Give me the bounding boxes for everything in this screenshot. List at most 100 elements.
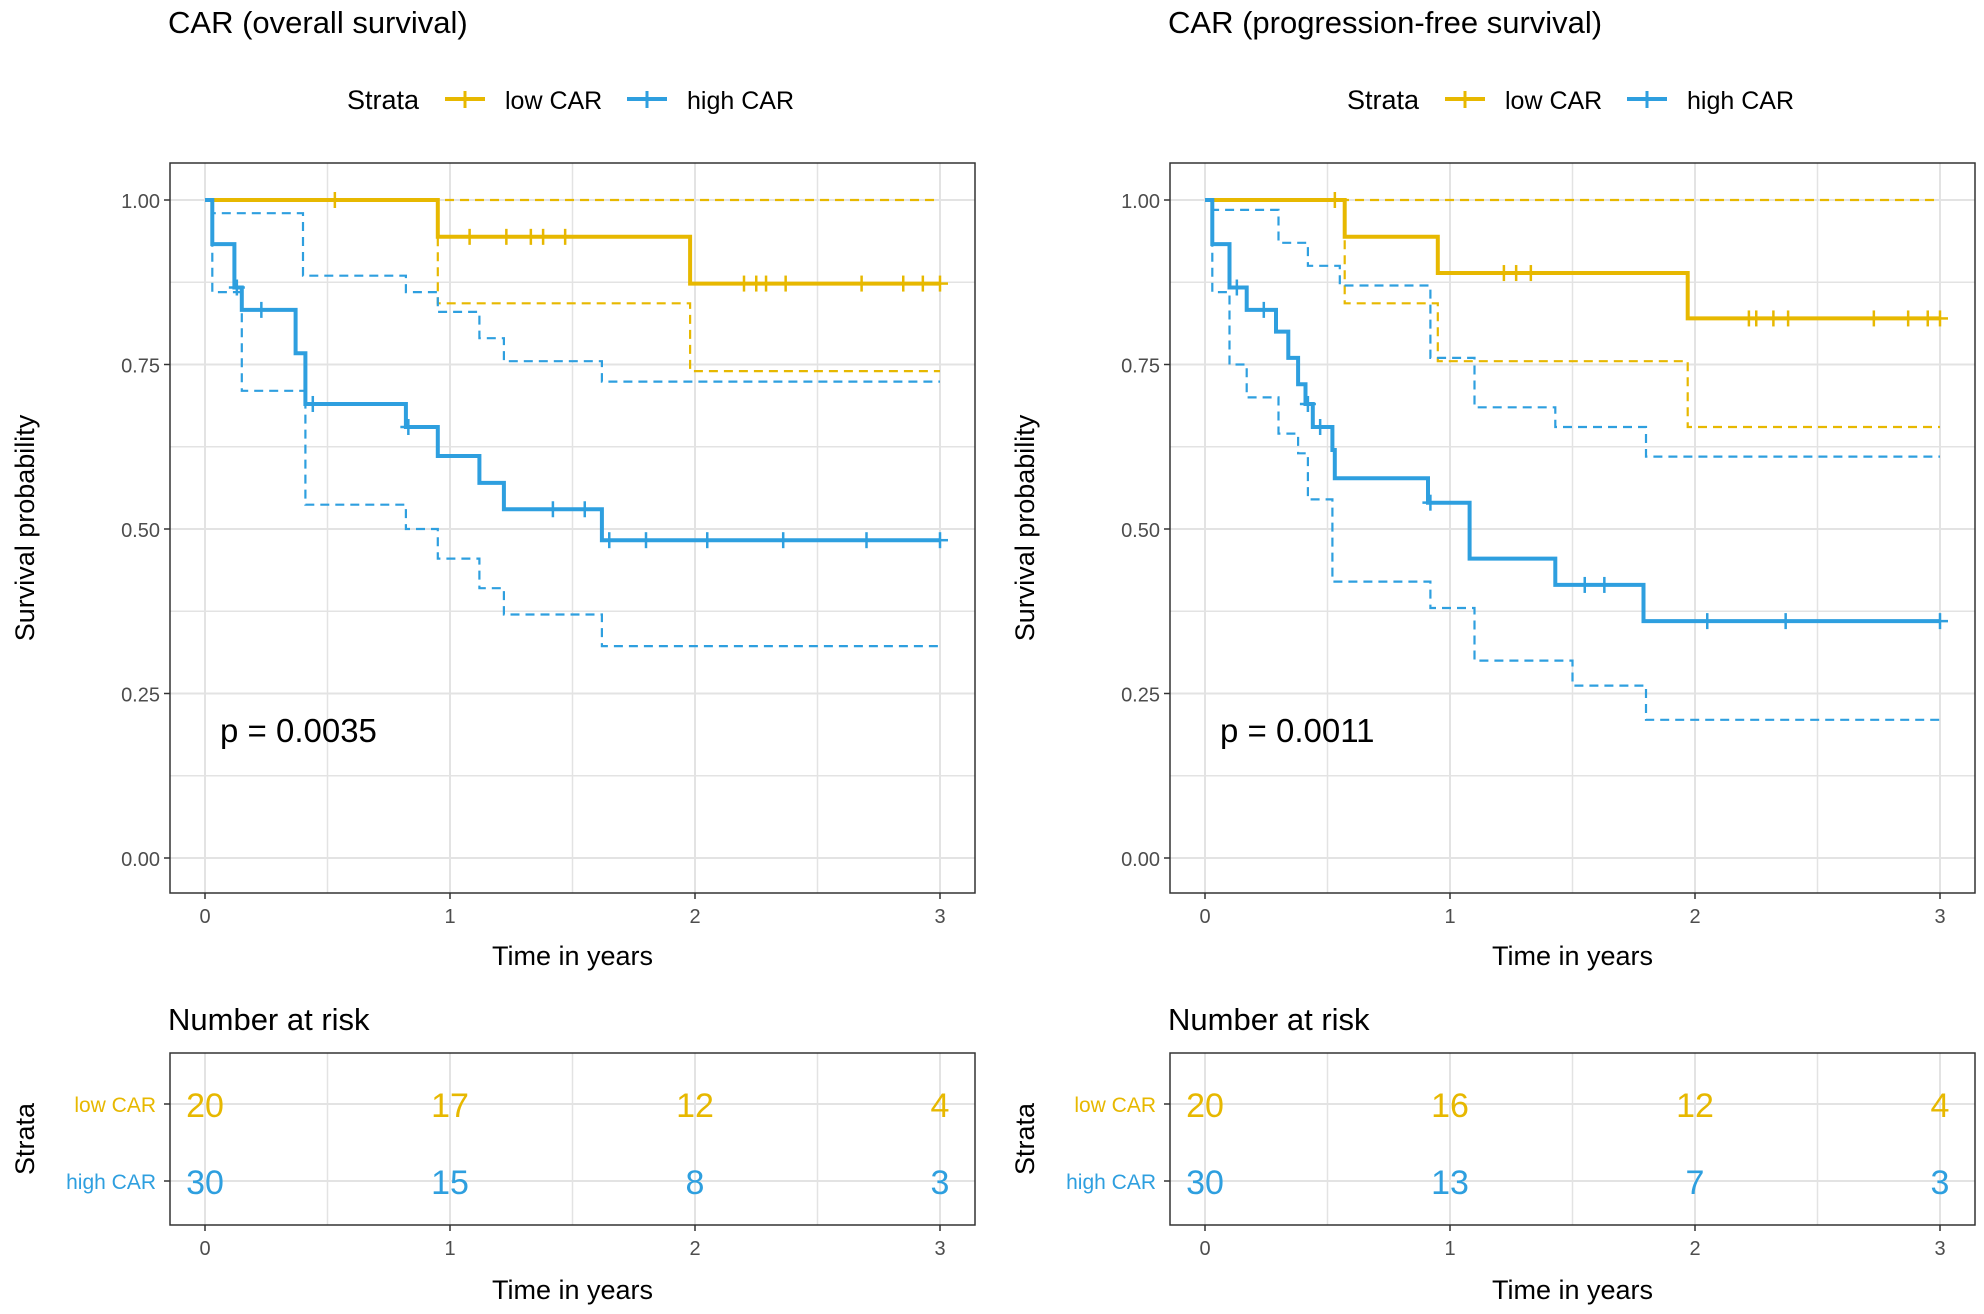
risk-gridlines — [1170, 1053, 1975, 1225]
censor-mark-high-car — [1255, 301, 1272, 318]
ci-lower-low-car — [205, 198, 940, 373]
censor-mark-low-car — [326, 192, 343, 208]
legend: Strata low CAR high CAR — [1347, 85, 1794, 115]
y-axis-title: Survival probability — [10, 414, 40, 641]
risk-count: 13 — [1431, 1164, 1469, 1202]
x-tick-label: 3 — [1934, 906, 1945, 928]
survival-curve-high-car — [205, 198, 940, 543]
censor-mark-high-car — [1596, 576, 1613, 593]
risk-table-title: Number at risk — [168, 1002, 370, 1037]
ci-lower-high-car — [1205, 198, 1940, 721]
censor-mark-high-car — [1699, 613, 1716, 630]
risk-count: 20 — [1186, 1087, 1224, 1125]
censor-mark-low-car — [1780, 310, 1797, 327]
risk-count: 16 — [1431, 1087, 1469, 1125]
risk-x-tick-label: 0 — [1199, 1238, 1210, 1260]
censor-mark-high-car — [253, 301, 270, 318]
censor-mark-low-car — [853, 275, 870, 292]
plot-border — [1169, 162, 1976, 894]
legend-title: Strata — [347, 85, 420, 115]
y-tick-label: 0.25 — [1121, 685, 1160, 707]
censor-mark-high-car — [544, 501, 561, 518]
x-tick-label: 0 — [199, 906, 210, 928]
x-tick-label: 2 — [1689, 906, 1700, 928]
risk-row-label: low CAR — [74, 1094, 156, 1117]
y-tick-label: 0.75 — [121, 356, 160, 378]
x-tick-label: 2 — [689, 906, 700, 928]
risk-count: 3 — [1931, 1164, 1950, 1202]
x-axis-title: Time in years — [1492, 941, 1653, 971]
chart-title: CAR (progression-free survival) — [1168, 5, 1602, 40]
legend-key-high-car — [627, 91, 667, 108]
y-tick-label: 0.75 — [1121, 356, 1160, 378]
survival-curve-low-car — [1205, 198, 1940, 321]
risk-gridlines — [170, 1053, 975, 1225]
censor-mark-low-car — [1508, 265, 1525, 282]
censor-mark-low-car — [535, 228, 552, 245]
risk-count: 12 — [1676, 1087, 1714, 1125]
series-low-car — [1205, 192, 1948, 429]
censor-mark-low-car — [777, 275, 794, 292]
risk-table-title: Number at risk — [1168, 1002, 1370, 1037]
risk-y-axis-title: Strata — [1010, 1102, 1040, 1175]
legend-label: low CAR — [505, 87, 602, 115]
x-axis-title: Time in years — [492, 941, 653, 971]
y-tick-label: 1.00 — [1121, 191, 1160, 213]
series-high-car — [205, 198, 948, 648]
legend-key-low-car — [1445, 91, 1485, 108]
censor-mark-high-car — [1576, 576, 1593, 593]
y-tick-label: 0.50 — [121, 520, 160, 542]
censor-mark-low-car — [758, 275, 775, 292]
legend-title: Strata — [1347, 85, 1420, 115]
risk-count: 17 — [431, 1087, 469, 1125]
risk-table-border — [169, 1052, 976, 1226]
censor-mark-low-car — [1865, 310, 1882, 327]
censor-mark-high-car — [1228, 279, 1245, 296]
y-tick-label: 0.00 — [121, 849, 160, 871]
censor-mark-high-car — [699, 532, 716, 549]
risk-x-tick-label: 3 — [934, 1238, 945, 1260]
censor-mark-low-car — [498, 228, 515, 245]
series-low-car — [205, 192, 948, 373]
risk-count: 30 — [1186, 1164, 1224, 1202]
censor-mark-high-car — [400, 419, 417, 436]
censor-mark-high-car — [1932, 613, 1948, 630]
censor-mark-high-car — [1312, 419, 1329, 436]
risk-x-tick-label: 0 — [199, 1238, 210, 1260]
panel-progression-free-survival: CAR (progression-free survival) Strata low… — [1010, 5, 1976, 971]
series-high-car — [1205, 198, 1948, 721]
risk-count: 4 — [1931, 1087, 1950, 1125]
censor-mark-high-car — [1422, 494, 1439, 511]
x-tick-label: 1 — [444, 906, 455, 928]
y-tick-label: 1.00 — [121, 191, 160, 213]
y-tick-label: 0.25 — [121, 685, 160, 707]
censor-mark-low-car — [1326, 192, 1343, 208]
risk-count: 7 — [1686, 1164, 1705, 1202]
risk-x-axis-title: Time in years — [1492, 1275, 1653, 1305]
risk-x-tick-label: 3 — [1934, 1238, 1945, 1260]
x-tick-label: 1 — [1444, 906, 1455, 928]
censor-mark-high-car — [576, 501, 593, 518]
censor-mark-low-car — [1932, 310, 1948, 327]
chart-title: CAR (overall survival) — [168, 5, 468, 40]
censor-mark-high-car — [601, 532, 618, 549]
legend-label: high CAR — [687, 87, 794, 115]
risk-x-tick-label: 2 — [1689, 1238, 1700, 1260]
risk-y-axis-title: Strata — [10, 1102, 40, 1175]
y-tick-label: 0.00 — [1121, 849, 1160, 871]
risk-count: 3 — [931, 1164, 950, 1202]
legend-key-low-car — [445, 91, 485, 108]
censor-mark-high-car — [638, 532, 654, 549]
censor-mark-high-car — [858, 532, 875, 549]
censor-mark-low-car — [1900, 310, 1917, 327]
risk-table-border — [1169, 1052, 1976, 1226]
censor-mark-low-car — [914, 275, 931, 292]
x-tick-label: 0 — [1199, 906, 1210, 928]
risk-count: 15 — [431, 1164, 469, 1202]
legend-label: high CAR — [1687, 87, 1794, 115]
legend: Strata low CAR high CAR — [347, 85, 794, 115]
ci-upper-high-car — [1205, 198, 1940, 458]
